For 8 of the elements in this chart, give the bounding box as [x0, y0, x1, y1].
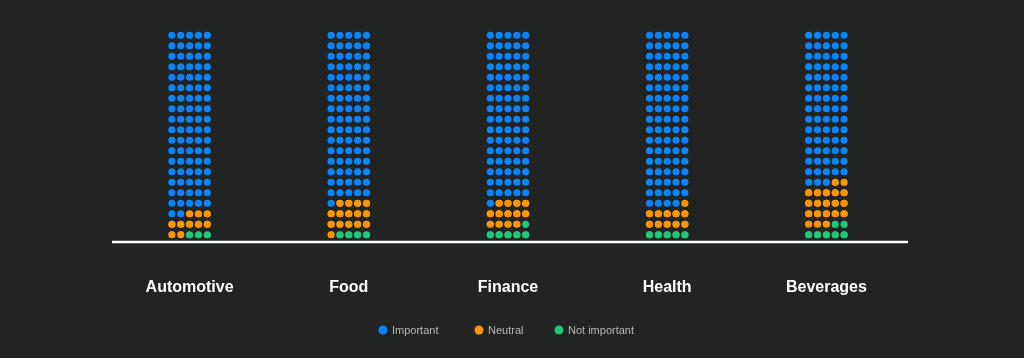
x-tick-label: Automotive — [145, 278, 234, 295]
x-tick-label: Food — [329, 278, 369, 295]
legend-label: Neutral — [488, 324, 524, 336]
legend-label: Not important — [568, 324, 635, 336]
x-tick-label: Finance — [477, 278, 539, 295]
x-tick-label: Health — [642, 278, 692, 295]
legend-label: Important — [392, 324, 439, 336]
x-tick-label: Beverages — [785, 278, 867, 295]
